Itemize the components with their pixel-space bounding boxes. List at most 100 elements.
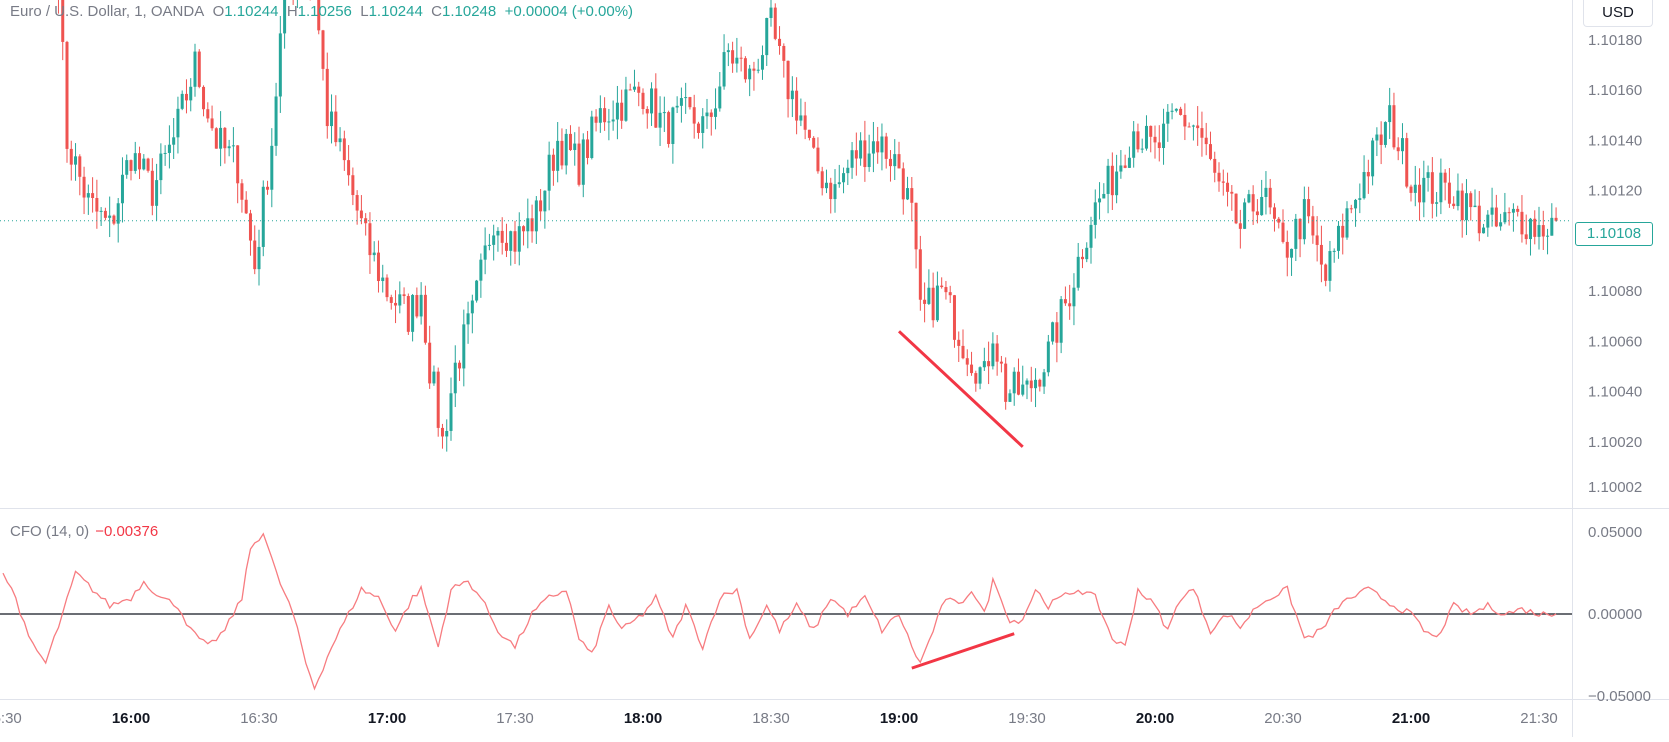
candle-body bbox=[995, 343, 999, 362]
candle-body bbox=[116, 203, 120, 224]
candle-body bbox=[1217, 172, 1221, 182]
low-label: L bbox=[360, 3, 369, 20]
candle-body bbox=[376, 252, 380, 282]
symbol-legend: Euro / U.S. Dollar, 1, OANDA O1.10244 H1… bbox=[10, 3, 633, 20]
candle-body bbox=[1012, 371, 1016, 394]
candle-body bbox=[159, 153, 163, 181]
candle-body bbox=[726, 50, 730, 53]
candle-body bbox=[581, 139, 585, 185]
currency-button[interactable]: USD bbox=[1583, 0, 1653, 27]
candle-body bbox=[624, 89, 628, 121]
candle-body bbox=[1319, 244, 1323, 265]
candle-body bbox=[611, 119, 615, 122]
candle-body bbox=[342, 138, 346, 161]
candle-body bbox=[1093, 202, 1097, 225]
candle-body bbox=[1243, 202, 1247, 229]
price-tick-label: 1.10002 bbox=[1588, 479, 1642, 496]
candle-body bbox=[69, 148, 73, 165]
candle-body bbox=[240, 183, 244, 200]
candle-body bbox=[120, 174, 124, 204]
candle-body bbox=[1456, 190, 1460, 207]
candle-body bbox=[1204, 137, 1208, 145]
candle-body bbox=[176, 108, 180, 138]
candle-body bbox=[334, 111, 338, 143]
candle-body bbox=[394, 302, 398, 306]
candle-body bbox=[842, 173, 846, 183]
candle-body bbox=[432, 371, 436, 384]
candle-body bbox=[214, 128, 218, 149]
candle-body bbox=[897, 154, 901, 169]
candle-body bbox=[999, 361, 1003, 364]
candle-body bbox=[978, 367, 982, 384]
candle-body bbox=[547, 154, 551, 191]
candle-body bbox=[338, 138, 342, 143]
candle-body bbox=[91, 193, 95, 198]
candle-body bbox=[1324, 264, 1328, 281]
candle-body bbox=[816, 147, 820, 172]
candle-body bbox=[398, 294, 402, 306]
time-tick-label: 21:00 bbox=[1392, 710, 1430, 727]
candle-body bbox=[167, 144, 171, 153]
cfo-tick-label: 0.00000 bbox=[1588, 606, 1642, 623]
candle-body bbox=[1076, 256, 1080, 288]
candle-body bbox=[180, 93, 184, 109]
candle-body bbox=[261, 186, 265, 247]
indicator-legend[interactable]: CFO (14, 0) −0.00376 bbox=[10, 523, 158, 540]
candle-body bbox=[138, 153, 142, 170]
candle-body bbox=[709, 112, 713, 117]
candle-body bbox=[1029, 380, 1033, 389]
candle-body bbox=[564, 133, 568, 166]
candle-body bbox=[786, 60, 790, 100]
candle-body bbox=[1554, 217, 1558, 221]
candle-body bbox=[1055, 322, 1059, 343]
candle-body bbox=[449, 393, 453, 431]
candle-body bbox=[756, 69, 760, 71]
candle-body bbox=[82, 176, 86, 198]
candle-body bbox=[692, 107, 696, 124]
candle-body bbox=[1021, 384, 1025, 395]
candle-body bbox=[1272, 207, 1276, 219]
candle-body bbox=[1008, 393, 1012, 402]
candle-body bbox=[78, 156, 82, 177]
candle-body bbox=[1170, 110, 1174, 112]
candle-body bbox=[906, 188, 910, 200]
candle-body bbox=[1328, 251, 1332, 281]
candle-body bbox=[155, 180, 159, 206]
candle-body bbox=[637, 86, 641, 93]
candle-body bbox=[492, 235, 496, 245]
candle-body bbox=[1208, 144, 1212, 159]
time-tick-label: 18:00 bbox=[624, 710, 662, 727]
candle-body bbox=[283, 0, 287, 34]
candle-body bbox=[504, 242, 508, 251]
candle-body bbox=[1418, 184, 1422, 203]
candle-body bbox=[1349, 208, 1353, 210]
candle-body bbox=[1447, 182, 1451, 204]
candle-body bbox=[1200, 128, 1204, 138]
candle-body bbox=[859, 140, 863, 159]
candle-body bbox=[714, 108, 718, 117]
candle-body bbox=[236, 145, 240, 184]
candle-body bbox=[1362, 172, 1366, 199]
candle-body bbox=[1179, 108, 1183, 115]
candle-body bbox=[807, 129, 811, 138]
candle-body bbox=[1524, 234, 1528, 240]
candle-body bbox=[1405, 138, 1409, 187]
candle-body bbox=[129, 160, 133, 171]
candle-body bbox=[406, 296, 410, 332]
candle-body bbox=[108, 215, 112, 218]
candle-body bbox=[1546, 235, 1550, 237]
candle-body bbox=[773, 7, 777, 39]
candle-body bbox=[1290, 248, 1294, 258]
time-tick-label: 21:30 bbox=[1520, 710, 1558, 727]
candle-body bbox=[590, 116, 594, 158]
symbol-title[interactable]: Euro / U.S. Dollar, 1, OANDA bbox=[10, 3, 205, 20]
candle-body bbox=[1388, 105, 1392, 123]
candle-body bbox=[1234, 193, 1238, 224]
candle-body bbox=[1336, 225, 1340, 251]
candle-body bbox=[61, 0, 65, 42]
candle-body bbox=[1115, 171, 1119, 196]
candle-body bbox=[1025, 380, 1029, 385]
candle-body bbox=[632, 86, 636, 90]
candle-body bbox=[833, 184, 837, 200]
